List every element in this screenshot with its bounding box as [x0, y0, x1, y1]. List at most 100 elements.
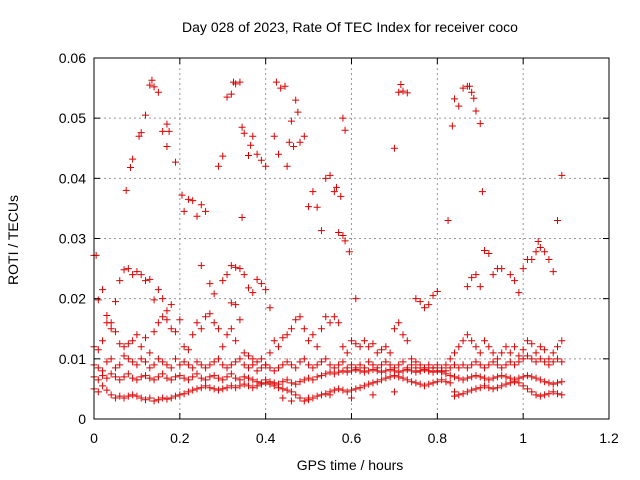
data-point	[137, 394, 145, 402]
data-point	[227, 262, 235, 270]
data-point	[275, 384, 283, 392]
data-point	[386, 373, 394, 381]
data-point	[489, 271, 497, 279]
data-point	[172, 355, 180, 363]
data-point	[416, 367, 424, 375]
data-point	[532, 358, 540, 366]
data-point	[245, 364, 252, 372]
data-point	[240, 271, 248, 279]
data-point	[470, 94, 478, 102]
data-point	[399, 87, 407, 95]
x-tick-label: 0.2	[170, 430, 190, 446]
data-point	[481, 382, 489, 390]
data-point	[541, 248, 549, 256]
data-point	[339, 231, 347, 239]
data-point	[202, 382, 210, 390]
data-point	[159, 394, 167, 402]
data-point	[459, 361, 467, 369]
data-point	[270, 337, 278, 345]
data-point	[498, 382, 506, 390]
data-point	[373, 378, 381, 386]
data-point	[257, 355, 265, 363]
data-point	[352, 295, 360, 303]
data-point	[420, 382, 428, 390]
data-point	[408, 378, 416, 386]
data-point	[489, 385, 497, 393]
data-point	[300, 397, 308, 405]
data-point	[519, 265, 527, 273]
data-point	[468, 373, 476, 381]
data-point	[330, 370, 338, 378]
data-point	[253, 382, 261, 390]
data-point	[159, 295, 167, 303]
chart-title: Day 028 of 2023, Rate Of TEC Index for r…	[182, 19, 518, 35]
data-point	[468, 386, 476, 394]
data-point	[455, 374, 463, 382]
data-point	[382, 374, 390, 382]
data-point	[416, 380, 424, 388]
data-point	[133, 268, 141, 276]
data-point	[532, 349, 540, 357]
data-point	[463, 374, 471, 382]
data-point	[493, 355, 501, 363]
data-point	[189, 373, 197, 381]
data-point	[442, 370, 450, 378]
data-point	[339, 343, 347, 351]
data-point	[459, 84, 467, 92]
data-point	[142, 358, 149, 366]
data-point	[94, 296, 102, 304]
data-point	[534, 238, 542, 246]
data-point	[206, 310, 214, 318]
data-point	[210, 290, 218, 298]
data-point	[249, 361, 257, 369]
data-point	[408, 355, 416, 363]
data-point	[341, 126, 349, 134]
data-point	[317, 325, 325, 333]
data-point	[335, 228, 343, 236]
data-point	[446, 364, 454, 372]
data-point	[309, 364, 317, 372]
data-point	[322, 313, 330, 321]
data-point	[275, 364, 283, 372]
data-point	[249, 376, 257, 384]
data-point	[257, 364, 265, 372]
data-point	[322, 370, 330, 378]
data-point	[223, 331, 231, 339]
data-point	[369, 379, 377, 387]
data-point	[317, 372, 325, 380]
data-point	[528, 388, 536, 396]
data-point	[154, 286, 162, 294]
data-point	[455, 343, 463, 351]
data-point	[399, 358, 407, 366]
data-point	[476, 384, 484, 392]
data-point	[408, 361, 416, 369]
data-point	[257, 156, 265, 164]
data-point	[120, 394, 128, 402]
data-point	[296, 358, 304, 366]
data-point	[159, 370, 167, 378]
data-point	[94, 346, 102, 354]
data-point	[133, 361, 141, 369]
data-point	[129, 391, 137, 399]
data-point	[545, 361, 553, 369]
data-point	[126, 164, 134, 172]
data-point	[476, 361, 484, 369]
data-point	[395, 88, 403, 96]
data-point	[335, 368, 343, 376]
data-point	[253, 367, 261, 375]
data-point	[184, 376, 192, 384]
data-point	[382, 367, 390, 375]
x-axis-ticks: 0 0.2 0.4 0.6 0.8 1 1.2	[90, 58, 619, 446]
data-point	[236, 376, 244, 384]
data-point	[279, 378, 287, 386]
data-point	[326, 171, 334, 179]
data-point	[120, 343, 128, 351]
data-point	[511, 378, 519, 386]
data-point	[515, 289, 523, 297]
data-point	[296, 378, 304, 386]
data-point	[275, 150, 283, 158]
data-point	[294, 108, 302, 116]
data-point	[154, 88, 162, 96]
data-point	[232, 337, 240, 345]
